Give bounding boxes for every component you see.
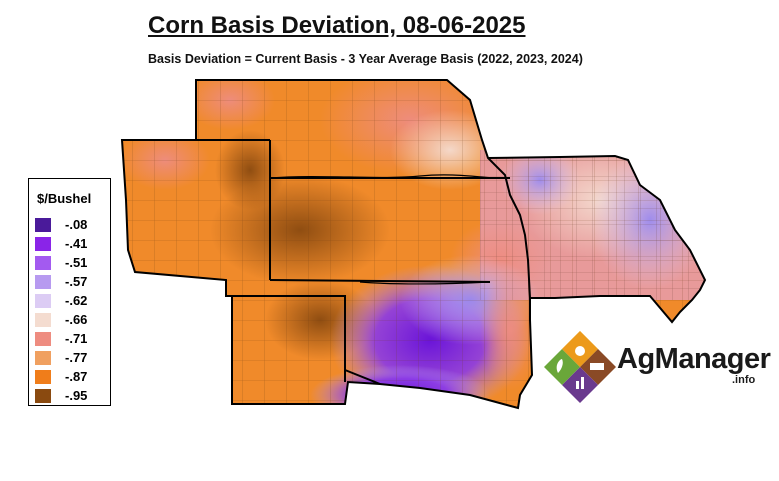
legend-label: -.08	[65, 217, 88, 232]
legend-item: -.71	[35, 331, 105, 348]
map-title: Corn Basis Deviation, 08-06-2025	[148, 12, 526, 39]
legend-swatch	[35, 389, 51, 403]
legend-label: -.71	[65, 331, 88, 346]
legend-swatch	[35, 294, 51, 308]
legend-title: $/Bushel	[37, 191, 92, 206]
logo-wordmark: AgManager	[617, 343, 771, 375]
logo-suffix: .info	[732, 374, 756, 386]
legend-swatch	[35, 332, 51, 346]
legend-swatch	[35, 218, 51, 232]
legend-item: -.57	[35, 274, 105, 291]
legend-label: -.87	[65, 369, 88, 384]
legend-swatch	[35, 351, 51, 365]
legend-item: -.87	[35, 369, 105, 386]
legend-item: -.77	[35, 350, 105, 367]
legend-label: -.51	[65, 255, 88, 270]
legend-item: -.51	[35, 255, 105, 272]
legend-swatch	[35, 370, 51, 384]
legend: $/Bushel -.08 -.41 -.51 -.57 -.62 -.66 -.71 -.7…	[28, 178, 111, 406]
legend-label: -.77	[65, 350, 88, 365]
legend-label: -.95	[65, 388, 88, 403]
legend-swatch	[35, 237, 51, 251]
legend-item: -.66	[35, 312, 105, 329]
legend-label: -.66	[65, 312, 88, 327]
legend-item: -.95	[35, 388, 105, 405]
legend-swatch	[35, 275, 51, 289]
legend-item: -.08	[35, 217, 105, 234]
legend-label: -.41	[65, 236, 88, 251]
legend-item: -.41	[35, 236, 105, 253]
legend-item: -.62	[35, 293, 105, 310]
map-subtitle: Basis Deviation = Current Basis - 3 Year…	[148, 52, 583, 66]
legend-label: -.62	[65, 293, 88, 308]
legend-swatch	[35, 313, 51, 327]
state-borders	[120, 79, 707, 410]
legend-label: -.57	[65, 274, 88, 289]
agmanager-logo	[544, 331, 616, 403]
legend-swatch	[35, 256, 51, 270]
